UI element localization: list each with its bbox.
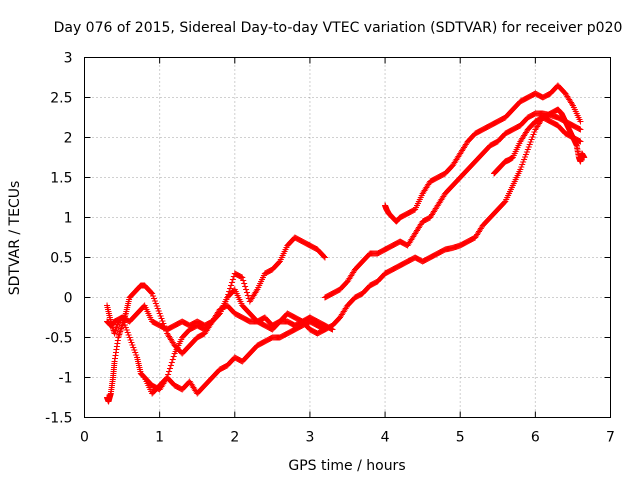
- data-point: [242, 283, 249, 290]
- series-arc-3: [104, 282, 336, 405]
- series-arc-5: [321, 110, 584, 301]
- data-point: [228, 282, 235, 289]
- y-tick-label: 3: [64, 51, 73, 67]
- data-point: [244, 292, 251, 299]
- data-point: [240, 277, 247, 284]
- data-point: [577, 126, 584, 133]
- y-tick-label: 0: [64, 291, 73, 307]
- data-point: [241, 280, 248, 287]
- x-tick-label: 7: [606, 430, 615, 446]
- series-arc-6: [382, 82, 584, 225]
- plot-frame: [84, 57, 611, 418]
- x-tick-label: 3: [305, 430, 314, 446]
- chart-title: Day 076 of 2015, Sidereal Day-to-day VTE…: [54, 20, 623, 36]
- data-point: [227, 285, 234, 292]
- x-tick-label: 1: [155, 430, 164, 446]
- y-tick-label: 2.5: [50, 91, 72, 107]
- data-point: [167, 362, 174, 369]
- data-points: [104, 82, 588, 405]
- axis-ticks: [84, 57, 611, 418]
- x-tick-label: 2: [230, 430, 239, 446]
- data-point: [166, 365, 173, 372]
- data-point: [169, 356, 176, 363]
- series-arc-7: [491, 106, 588, 177]
- x-tick-label: 5: [456, 430, 465, 446]
- y-tick-label: 0.5: [50, 251, 72, 267]
- series-arc-4: [141, 114, 584, 397]
- data-point: [165, 371, 172, 378]
- data-point: [581, 154, 588, 161]
- y-axis-label: SDTVAR / TECUs: [7, 181, 23, 296]
- data-point: [577, 118, 584, 125]
- data-point: [148, 289, 155, 296]
- data-point: [163, 375, 170, 382]
- x-tick-labels: 0 1 2 3 4 5 6 7: [80, 430, 615, 446]
- grid-lines: [84, 57, 611, 418]
- data-point: [164, 374, 171, 381]
- x-tick-label: 6: [531, 430, 540, 446]
- y-tick-label: -0.5: [45, 331, 72, 347]
- data-point: [228, 279, 235, 286]
- data-point: [321, 253, 328, 260]
- data-point: [243, 289, 250, 296]
- y-tick-label: 2: [64, 131, 73, 147]
- y-tick-label: 1: [64, 211, 73, 227]
- data-point: [577, 138, 584, 145]
- y-tick-label: -1: [59, 371, 73, 387]
- x-tick-label: 0: [80, 430, 89, 446]
- data-point: [168, 359, 175, 366]
- data-point: [243, 286, 250, 293]
- y-tick-label: -1.5: [45, 411, 72, 427]
- data-point: [170, 353, 177, 360]
- data-point: [321, 254, 328, 261]
- x-tick-label: 4: [381, 430, 390, 446]
- x-axis-label: GPS time / hours: [288, 458, 405, 474]
- data-point: [229, 276, 236, 283]
- y-tick-labels: -1.5 -1 -0.5 0 0.5 1 1.5 2 2.5 3: [45, 51, 72, 427]
- data-point: [239, 274, 246, 281]
- y-tick-label: 1.5: [50, 171, 72, 187]
- data-point: [166, 368, 173, 375]
